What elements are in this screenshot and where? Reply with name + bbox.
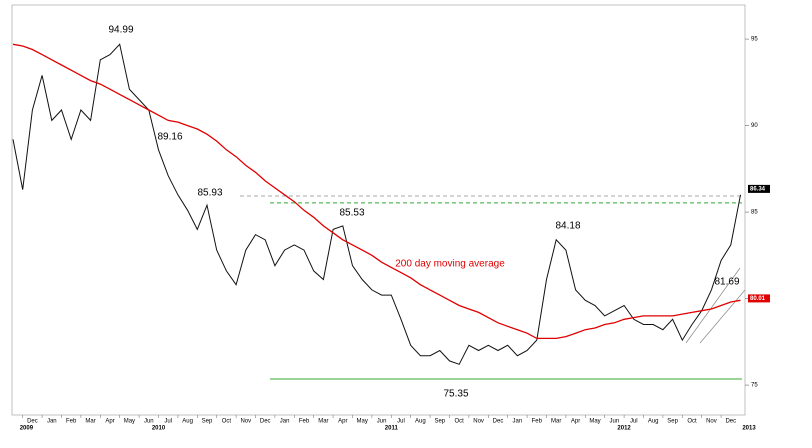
x-tick-label: Nov xyxy=(473,419,484,425)
x-tick-label: Mar xyxy=(551,419,561,425)
price-tag xyxy=(748,184,770,193)
annotation: 81.69 xyxy=(714,277,739,288)
x-tick-label: Jan xyxy=(47,419,57,425)
y-tick-label: 90 xyxy=(751,123,758,129)
x-tick-label: Jan xyxy=(513,419,523,425)
annotation: 85.53 xyxy=(339,208,364,219)
x-tick-label: Dec xyxy=(260,419,271,425)
x-tick-label: Jul xyxy=(630,419,638,425)
plot-frame xyxy=(11,4,746,416)
x-tick-label: Sep xyxy=(202,419,213,425)
x-tick-label: Oct xyxy=(222,419,232,425)
x-tick-label: Dec xyxy=(27,419,38,425)
x-tick-label: Jun xyxy=(610,419,620,425)
x-tick-label: Jul xyxy=(397,419,405,425)
x-tick-label: Feb xyxy=(532,419,543,425)
x-tick-label: Nov xyxy=(240,419,251,425)
x-tick-label: Apr xyxy=(571,419,580,425)
year-label: 2011 xyxy=(385,426,399,432)
trend-channel xyxy=(699,289,746,344)
annotation: 94.99 xyxy=(108,25,133,36)
annotation: 84.18 xyxy=(555,221,580,232)
year-label: 2010 xyxy=(152,426,166,432)
x-tick-label: Dec xyxy=(493,419,504,425)
annotation: 200 day moving average xyxy=(395,259,505,270)
x-tick-label: Oct xyxy=(687,419,697,425)
x-tick-label: Aug xyxy=(648,419,659,425)
x-tick-label: Jan xyxy=(280,419,290,425)
x-tick-label: Apr xyxy=(338,419,347,425)
annotation: 89.16 xyxy=(157,132,182,143)
x-tick-label: May xyxy=(357,419,368,425)
x-tick-label: Nov xyxy=(706,419,717,425)
x-tick-label: Dec xyxy=(725,419,736,425)
x-tick-label: Jul xyxy=(164,419,172,425)
x-tick-label: Jun xyxy=(377,419,387,425)
year-label: 2009 xyxy=(20,426,34,432)
x-tick-label: May xyxy=(124,419,135,425)
y-tick-label: 75 xyxy=(751,383,758,389)
y-tick-label: 95 xyxy=(751,37,758,43)
trend-channel xyxy=(685,267,741,344)
annotation: 85.93 xyxy=(197,188,222,199)
year-label: 2012 xyxy=(617,426,631,432)
x-tick-label: Mar xyxy=(318,419,328,425)
price-tag-label: 86.34 xyxy=(750,186,766,192)
x-tick-label: Oct xyxy=(455,419,465,425)
x-tick-label: Mar xyxy=(85,419,95,425)
price-tag xyxy=(748,294,770,303)
x-tick-label: Sep xyxy=(667,419,678,425)
x-tick-label: Apr xyxy=(105,419,114,425)
x-tick-label: Aug xyxy=(182,419,193,425)
year-label: 2013 xyxy=(742,426,756,432)
price-tag-label: 80.01 xyxy=(750,296,766,302)
x-tick-label: Aug xyxy=(415,419,426,425)
x-tick-label: Feb xyxy=(299,419,310,425)
x-tick-label: Sep xyxy=(434,419,445,425)
x-tick-label: Feb xyxy=(66,419,77,425)
series-line xyxy=(12,43,741,340)
y-tick-label: 85 xyxy=(751,210,758,216)
x-tick-label: Jun xyxy=(144,419,154,425)
series-line xyxy=(12,43,741,365)
x-tick-label: May xyxy=(589,419,600,425)
annotation: 75.35 xyxy=(443,389,468,400)
